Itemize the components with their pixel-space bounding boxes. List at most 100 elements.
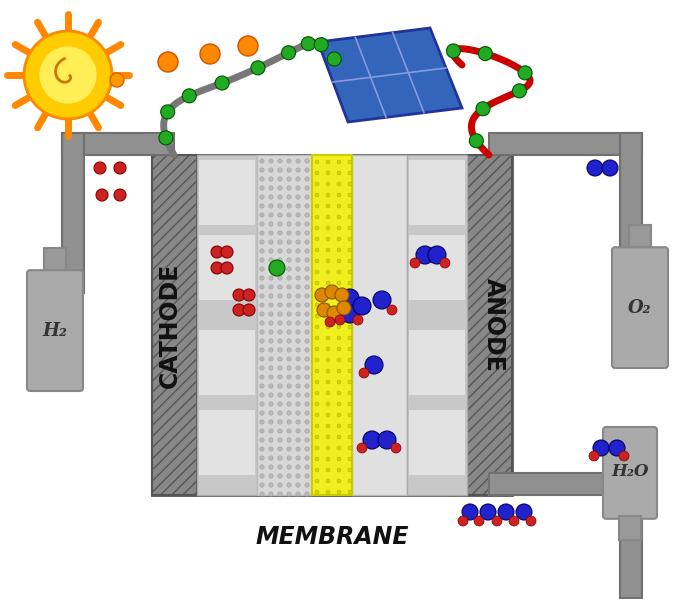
Circle shape <box>326 259 330 263</box>
Circle shape <box>337 347 341 351</box>
Circle shape <box>518 66 532 80</box>
Circle shape <box>296 195 300 199</box>
Circle shape <box>348 314 352 318</box>
Circle shape <box>287 348 291 352</box>
Circle shape <box>296 222 300 226</box>
Circle shape <box>326 171 330 175</box>
Circle shape <box>269 186 273 190</box>
Circle shape <box>305 447 309 451</box>
Circle shape <box>348 292 352 296</box>
Circle shape <box>278 249 282 253</box>
Circle shape <box>348 193 352 197</box>
Circle shape <box>296 411 300 415</box>
Circle shape <box>278 447 282 451</box>
Circle shape <box>305 231 309 235</box>
Circle shape <box>296 249 300 253</box>
Circle shape <box>305 492 309 496</box>
Circle shape <box>269 483 273 487</box>
Circle shape <box>315 380 319 384</box>
Circle shape <box>315 358 319 362</box>
Circle shape <box>287 303 291 307</box>
Circle shape <box>260 429 264 433</box>
Circle shape <box>296 348 300 352</box>
Circle shape <box>260 339 264 343</box>
Circle shape <box>315 171 319 175</box>
Circle shape <box>326 204 330 208</box>
Circle shape <box>269 375 273 379</box>
Circle shape <box>447 44 460 58</box>
Circle shape <box>278 285 282 289</box>
Circle shape <box>326 215 330 219</box>
Circle shape <box>278 321 282 325</box>
Circle shape <box>337 248 341 252</box>
Bar <box>199 160 255 225</box>
Circle shape <box>278 438 282 442</box>
Circle shape <box>269 357 273 361</box>
Circle shape <box>296 321 300 325</box>
Circle shape <box>287 285 291 289</box>
Circle shape <box>474 516 484 526</box>
Circle shape <box>315 424 319 428</box>
Circle shape <box>296 339 300 343</box>
Circle shape <box>301 37 315 51</box>
Circle shape <box>278 168 282 172</box>
Circle shape <box>363 431 381 449</box>
Circle shape <box>278 348 282 352</box>
Circle shape <box>337 160 341 164</box>
Circle shape <box>278 195 282 199</box>
Circle shape <box>278 240 282 244</box>
Circle shape <box>278 393 282 397</box>
Circle shape <box>305 240 309 244</box>
Circle shape <box>337 303 341 307</box>
Circle shape <box>278 456 282 460</box>
Circle shape <box>317 303 331 317</box>
Circle shape <box>278 429 282 433</box>
Circle shape <box>315 204 319 208</box>
Circle shape <box>260 213 264 217</box>
Circle shape <box>269 492 273 496</box>
Circle shape <box>296 366 300 370</box>
Bar <box>257 155 312 495</box>
Circle shape <box>348 336 352 340</box>
Circle shape <box>287 186 291 190</box>
Circle shape <box>315 457 319 461</box>
Circle shape <box>296 240 300 244</box>
Circle shape <box>337 369 341 373</box>
Circle shape <box>458 516 468 526</box>
Circle shape <box>593 440 609 456</box>
Circle shape <box>337 204 341 208</box>
Circle shape <box>326 446 330 450</box>
Bar <box>409 160 465 225</box>
Circle shape <box>348 281 352 285</box>
Circle shape <box>619 451 629 461</box>
Circle shape <box>315 193 319 197</box>
Circle shape <box>305 384 309 388</box>
FancyBboxPatch shape <box>612 247 668 368</box>
Circle shape <box>260 375 264 379</box>
Circle shape <box>260 159 264 163</box>
Circle shape <box>305 456 309 460</box>
Circle shape <box>315 215 319 219</box>
Circle shape <box>260 420 264 424</box>
Circle shape <box>110 73 124 87</box>
Circle shape <box>337 479 341 483</box>
Circle shape <box>305 267 309 271</box>
Circle shape <box>260 483 264 487</box>
Circle shape <box>287 492 291 496</box>
Circle shape <box>260 303 264 307</box>
Bar <box>62 133 174 155</box>
Circle shape <box>325 285 339 299</box>
Circle shape <box>348 347 352 351</box>
Circle shape <box>200 44 220 64</box>
Circle shape <box>278 213 282 217</box>
Circle shape <box>260 177 264 181</box>
Circle shape <box>260 393 264 397</box>
Circle shape <box>326 281 330 285</box>
Circle shape <box>287 159 291 163</box>
Circle shape <box>269 204 273 208</box>
FancyBboxPatch shape <box>603 427 657 519</box>
Circle shape <box>287 231 291 235</box>
Circle shape <box>287 474 291 478</box>
Circle shape <box>348 171 352 175</box>
Circle shape <box>326 358 330 362</box>
